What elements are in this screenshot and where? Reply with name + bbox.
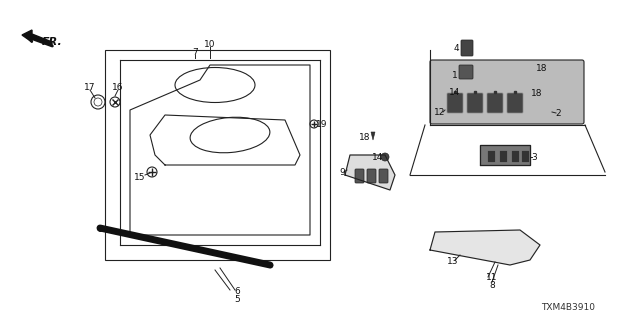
Polygon shape	[345, 155, 395, 190]
FancyBboxPatch shape	[522, 150, 529, 163]
Text: 12: 12	[435, 108, 445, 116]
FancyBboxPatch shape	[367, 169, 376, 183]
Polygon shape	[430, 230, 540, 265]
Text: 16: 16	[112, 83, 124, 92]
Text: 18: 18	[359, 132, 371, 141]
FancyBboxPatch shape	[499, 150, 508, 163]
Text: 15: 15	[134, 172, 146, 181]
Text: 9: 9	[339, 167, 345, 177]
FancyBboxPatch shape	[355, 169, 364, 183]
Text: 8: 8	[489, 281, 495, 290]
Polygon shape	[543, 88, 547, 96]
Text: 7: 7	[192, 47, 198, 57]
Text: 10: 10	[204, 39, 216, 49]
Text: 18: 18	[536, 63, 548, 73]
FancyBboxPatch shape	[430, 60, 584, 124]
FancyBboxPatch shape	[461, 40, 473, 56]
Text: 14: 14	[372, 153, 384, 162]
Text: 18: 18	[531, 89, 543, 98]
FancyBboxPatch shape	[459, 65, 473, 79]
Text: 6: 6	[234, 287, 240, 297]
Text: 2: 2	[555, 108, 561, 117]
Text: 19: 19	[316, 119, 328, 129]
Text: 17: 17	[84, 83, 96, 92]
Text: FR.: FR.	[42, 37, 63, 47]
Text: 1: 1	[452, 70, 458, 79]
FancyBboxPatch shape	[511, 150, 520, 163]
FancyBboxPatch shape	[507, 93, 523, 113]
Text: 4: 4	[453, 44, 459, 52]
Circle shape	[381, 153, 389, 161]
Text: 13: 13	[447, 258, 459, 267]
Polygon shape	[22, 30, 52, 46]
FancyBboxPatch shape	[447, 93, 463, 113]
Text: 11: 11	[486, 273, 498, 282]
Circle shape	[458, 88, 466, 96]
FancyBboxPatch shape	[487, 93, 503, 113]
Polygon shape	[548, 63, 552, 71]
Polygon shape	[480, 145, 530, 165]
Text: TXM4B3910: TXM4B3910	[541, 303, 595, 312]
FancyBboxPatch shape	[467, 93, 483, 113]
Text: 5: 5	[234, 295, 240, 305]
FancyBboxPatch shape	[488, 150, 495, 163]
FancyBboxPatch shape	[379, 169, 388, 183]
Text: 14: 14	[449, 87, 461, 97]
Polygon shape	[371, 132, 375, 140]
Text: 3: 3	[531, 153, 537, 162]
